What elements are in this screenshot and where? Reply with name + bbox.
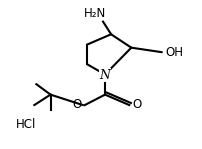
Text: O: O [73,98,82,111]
Text: O: O [132,98,142,111]
Text: H₂N: H₂N [84,7,106,20]
Text: OH: OH [166,46,184,59]
Text: HCl: HCl [16,118,37,131]
Text: N: N [100,69,110,82]
